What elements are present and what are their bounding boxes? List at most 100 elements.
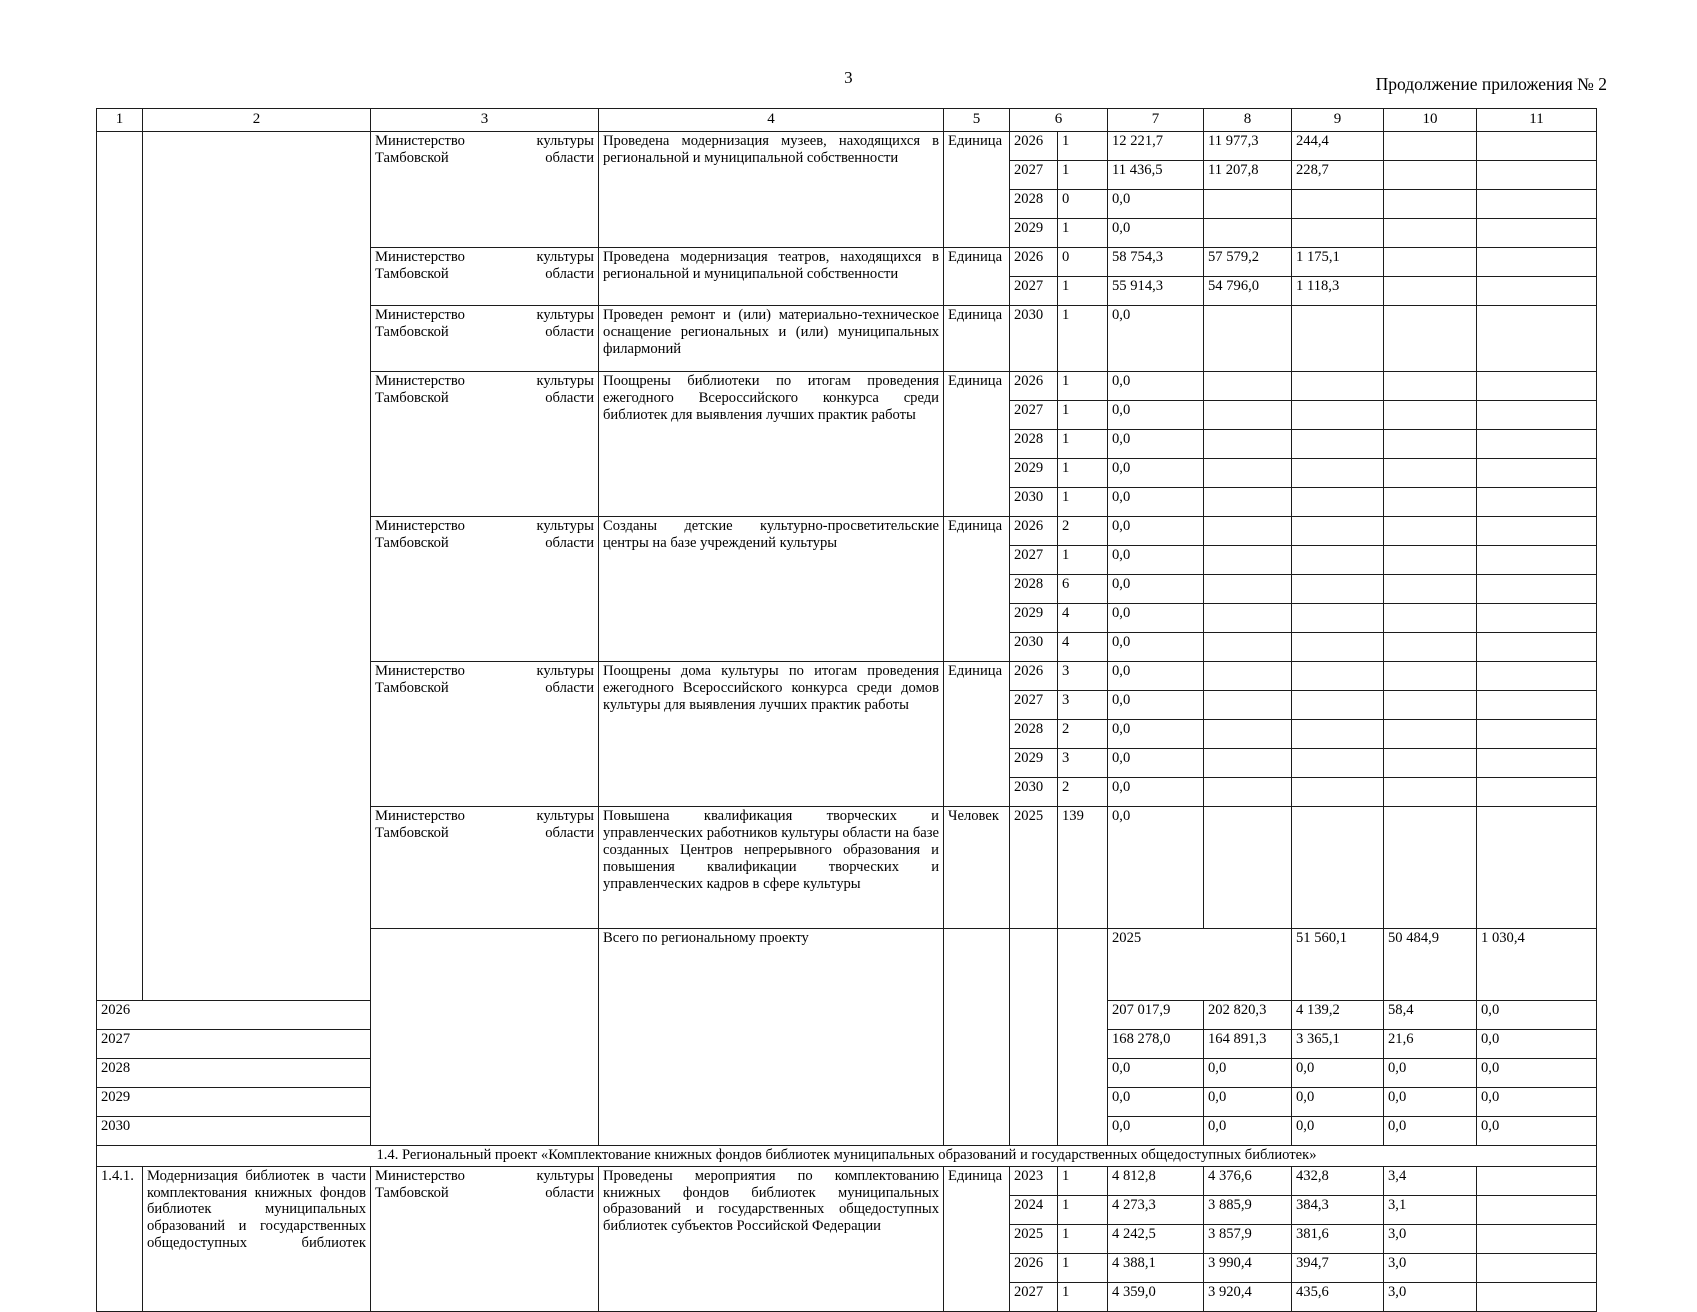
cell-other-sources	[1476, 1165, 1597, 1196]
cell-year: 2026	[1009, 131, 1058, 161]
table-row: 2028 1 0,0	[97, 429, 1597, 459]
cell-regional-budget	[1291, 661, 1384, 691]
cell-federal-budget	[1203, 603, 1292, 633]
cell-executor: Министерство культуры Тамбовской области	[370, 661, 599, 807]
cell-regional-budget: 432,8	[1291, 1165, 1384, 1196]
cell-other-sources	[1476, 516, 1597, 546]
cell-total-funding: 55 914,3	[1107, 276, 1204, 306]
cell-qty: 0	[1057, 189, 1108, 219]
cell-regional-budget	[1291, 806, 1384, 929]
cell-federal-budget	[1203, 458, 1292, 488]
cell-federal-budget	[1203, 429, 1292, 459]
cell-local-budget	[1383, 603, 1477, 633]
cell-total-funding: 4 812,8	[1107, 1165, 1204, 1196]
cell-year: 2025	[1107, 928, 1292, 1001]
cell-total-funding: 0,0	[1107, 371, 1204, 401]
cell-other-sources: 0,0	[1476, 1057, 1597, 1088]
cell-regional-budget: 1 175,1	[1291, 247, 1384, 277]
cell-local-budget	[1383, 400, 1477, 430]
colnum-3: 3	[370, 108, 599, 132]
cell-total-funding: 4 359,0	[1107, 1281, 1204, 1312]
cell-year: 2029	[1009, 603, 1058, 633]
cell-year: 2029	[1009, 218, 1058, 248]
cell-regional-budget: 394,7	[1291, 1252, 1384, 1283]
cell-year: 2029	[96, 1086, 371, 1117]
colnum-10: 10	[1383, 108, 1477, 132]
cell-total-funding: 0,0	[1107, 603, 1204, 633]
cell-unit-empty	[1057, 928, 1108, 1146]
cell-other-sources	[1476, 1223, 1597, 1254]
cell-year: 2028	[1009, 719, 1058, 749]
cell-year: 2029	[1009, 458, 1058, 488]
cell-total-funding: 0,0	[1107, 189, 1204, 219]
cell-qty: 3	[1057, 748, 1108, 778]
cell-total-funding: 0,0	[1107, 1057, 1204, 1088]
cell-local-budget	[1383, 487, 1477, 517]
table-row: 2030 1 0,0	[97, 487, 1597, 517]
cell-year: 2027	[1009, 160, 1058, 190]
cell-qty: 1	[1057, 458, 1108, 488]
table-row: 2030 2 0,0	[97, 777, 1597, 807]
cell-year: 2028	[1009, 189, 1058, 219]
cell-total-funding: 0,0	[1107, 777, 1204, 807]
cell-qty: 1	[1057, 1165, 1108, 1196]
cell-local-budget	[1383, 429, 1477, 459]
page-number: 3	[844, 68, 853, 87]
cell-regional-budget	[1291, 545, 1384, 575]
cell-qty: 1	[1057, 218, 1108, 248]
cell-local-budget	[1383, 516, 1477, 546]
cell-local-budget	[1383, 276, 1477, 306]
cell-total-funding: 0,0	[1107, 806, 1204, 929]
cell-executor: Министерство культуры Тамбовской области	[370, 806, 599, 929]
cell-regional-budget	[1291, 371, 1384, 401]
cell-result-empty	[1009, 928, 1058, 1146]
cell-qty: 1	[1057, 400, 1108, 430]
colnum-5: 5	[943, 108, 1010, 132]
cell-year: 2026	[1009, 371, 1058, 401]
cell-local-budget: 0,0	[1383, 1086, 1477, 1117]
cell-activity-code: 1.4.1.	[96, 1165, 143, 1312]
cell-other-sources	[1476, 371, 1597, 401]
cell-total-funding: 168 278,0	[1107, 1028, 1204, 1059]
cell-regional-budget	[1291, 516, 1384, 546]
cell-federal-budget	[1203, 632, 1292, 662]
cell-federal-budget: 11 977,3	[1203, 131, 1292, 161]
cell-regional-budget: 0,0	[1291, 1057, 1384, 1088]
cell-local-budget	[1383, 189, 1477, 219]
cell-qty: 1	[1057, 1194, 1108, 1225]
cell-federal-budget: 54 796,0	[1203, 276, 1292, 306]
cell-regional-budget	[1291, 218, 1384, 248]
cell-other-sources	[1476, 189, 1597, 219]
cell-total-funding: 0,0	[1107, 719, 1204, 749]
cell-total-funding: 207 017,9	[1107, 999, 1204, 1030]
cell-total-funding: 0,0	[1107, 1086, 1204, 1117]
cell-activity-empty	[142, 131, 371, 1001]
cell-year: 2023	[1009, 1165, 1058, 1196]
cell-other-sources: 0,0	[1476, 1028, 1597, 1059]
table-row: Министерство культуры Тамбовской области…	[97, 247, 1597, 306]
cell-executor-empty	[943, 928, 1010, 1146]
cell-regional-budget: 1 030,4	[1476, 928, 1597, 1001]
cell-total-funding: 0,0	[1107, 1115, 1204, 1146]
cell-total-funding: 0,0	[1107, 690, 1204, 720]
cell-qty: 2	[1057, 719, 1108, 749]
cell-year: 2027	[1009, 690, 1058, 720]
cell-other-sources	[1476, 218, 1597, 248]
cell-federal-budget	[1203, 371, 1292, 401]
table-row: Министерство культуры Тамбовской области…	[97, 371, 1597, 517]
cell-local-budget	[1383, 458, 1477, 488]
cell-year: 2030	[96, 1115, 371, 1146]
cell-federal-budget	[1203, 400, 1292, 430]
colnum-11: 11	[1476, 108, 1597, 132]
cell-local-budget	[1383, 690, 1477, 720]
table-row: Министерство культуры Тамбовской области…	[97, 516, 1597, 662]
cell-federal-budget: 0,0	[1203, 1057, 1292, 1088]
cell-year: 2026	[1009, 516, 1058, 546]
table-row: Министерство культуры Тамбовской области…	[97, 661, 1597, 807]
cell-other-sources	[1476, 603, 1597, 633]
cell-activity-name: Модернизация библиотек в части комплекто…	[142, 1165, 371, 1312]
cell-total-funding: 58 754,3	[1107, 247, 1204, 277]
cell-federal-budget	[1203, 777, 1292, 807]
cell-qty: 4	[1057, 603, 1108, 633]
cell-local-budget	[1383, 661, 1477, 691]
